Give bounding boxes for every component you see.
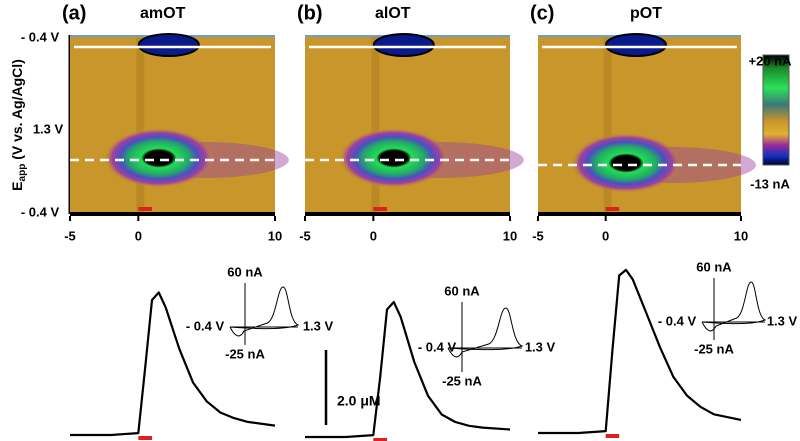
cv-label: 60 nA <box>227 264 263 279</box>
panel-label: (a) <box>62 2 86 24</box>
cv-label: -25 nA <box>694 341 734 356</box>
oxidation-blob <box>570 133 681 193</box>
cv-label: 60 nA <box>444 283 480 298</box>
concentration-trace <box>538 268 742 435</box>
oxidation-blob <box>338 128 449 188</box>
color-plot-band <box>136 35 145 212</box>
cv-label: -25 nA <box>442 373 482 388</box>
cv-label: 1.3 V <box>767 313 798 328</box>
cv-curve <box>447 307 524 358</box>
cv-label: - 0.4 V <box>418 339 457 354</box>
x-tick-label: -5 <box>299 228 311 243</box>
reduction-blob <box>604 33 667 57</box>
stimulus-bar <box>605 207 620 211</box>
oxidation-blob <box>103 128 214 188</box>
x-tick-label: -5 <box>532 228 544 243</box>
concentration-trace <box>70 291 276 437</box>
x-tick-label: 0 <box>135 228 142 243</box>
scale-bar-label: 2.0 μM <box>337 393 381 409</box>
y-axis-label: Eapp (V vs. Ag/AgCl) <box>9 59 28 191</box>
panel-title: amOT <box>140 5 186 22</box>
y-tick-label: 1.3 V <box>33 121 64 136</box>
x-tick-label: -5 <box>64 228 76 243</box>
color-plot-band <box>603 35 612 212</box>
x-tick-label: 0 <box>370 228 377 243</box>
x-tick-label: 0 <box>602 228 609 243</box>
stimulus-bar <box>605 434 620 438</box>
colorbar-min: -13 nA <box>750 176 790 191</box>
cv-label: - 0.4 V <box>658 313 697 328</box>
panel-label: (b) <box>297 2 323 24</box>
panel-title: pOT <box>630 5 662 22</box>
cv-label: 60 nA <box>696 259 732 274</box>
reduction-blob <box>137 33 200 57</box>
colorbar-max: +20 nA <box>749 53 793 68</box>
concentration-trace <box>305 300 511 439</box>
cv-label: -25 nA <box>225 346 265 361</box>
stimulus-bar <box>138 436 152 440</box>
panel-label: (c) <box>530 2 554 24</box>
stimulus-bar <box>138 207 152 211</box>
y-label-main: E <box>9 181 25 190</box>
panel-title: alOT <box>375 5 411 22</box>
y-tick-label: - 0.4 V <box>21 204 60 219</box>
y-label-sub: app <box>17 164 28 182</box>
reduction-blob <box>372 33 435 57</box>
stimulus-bar <box>373 438 387 441</box>
color-plot-band <box>371 35 380 212</box>
x-tick-label: 10 <box>503 228 517 243</box>
cv-label: 1.3 V <box>525 339 556 354</box>
cv-label: 1.3 V <box>303 318 334 333</box>
y-label-rest: (V vs. Ag/AgCl) <box>9 59 25 164</box>
stimulus-bar <box>373 207 387 211</box>
x-tick-label: 10 <box>734 228 748 243</box>
x-tick-label: 10 <box>268 228 282 243</box>
cv-curve <box>229 286 300 337</box>
cv-curve <box>701 281 767 332</box>
colorbar <box>762 54 790 166</box>
cv-label: - 0.4 V <box>186 318 225 333</box>
y-tick-label: - 0.4 V <box>21 29 60 44</box>
